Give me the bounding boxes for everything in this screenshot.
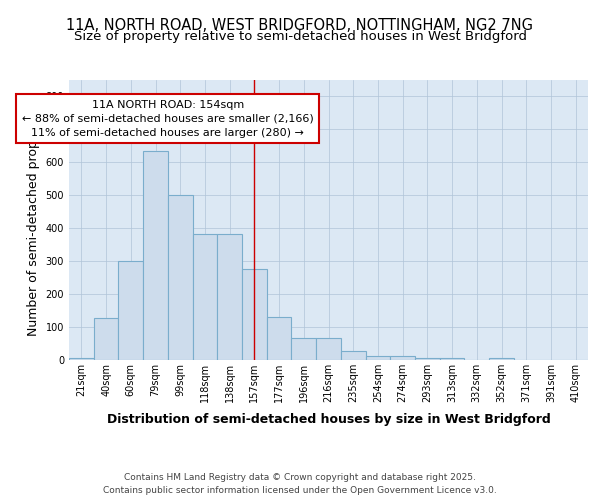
Bar	[69, 358, 94, 360]
Text: Size of property relative to semi-detached houses in West Bridgford: Size of property relative to semi-detach…	[74, 30, 527, 43]
Bar	[390, 356, 415, 360]
Bar	[217, 234, 242, 360]
Bar	[118, 260, 143, 360]
Text: Distribution of semi-detached houses by size in West Bridgford: Distribution of semi-detached houses by …	[107, 412, 551, 426]
Bar	[193, 234, 217, 360]
Bar	[316, 338, 341, 360]
Bar	[489, 358, 514, 360]
Bar	[365, 356, 390, 360]
Bar	[242, 270, 267, 360]
Bar	[440, 358, 464, 360]
Y-axis label: Number of semi-detached properties: Number of semi-detached properties	[27, 104, 40, 336]
Bar	[292, 338, 316, 360]
Bar	[341, 351, 365, 360]
Bar	[143, 151, 168, 360]
Text: 11A NORTH ROAD: 154sqm
← 88% of semi-detached houses are smaller (2,166)
11% of : 11A NORTH ROAD: 154sqm ← 88% of semi-det…	[22, 100, 314, 138]
Text: Contains HM Land Registry data © Crown copyright and database right 2025.
Contai: Contains HM Land Registry data © Crown c…	[103, 473, 497, 495]
Text: 11A, NORTH ROAD, WEST BRIDGFORD, NOTTINGHAM, NG2 7NG: 11A, NORTH ROAD, WEST BRIDGFORD, NOTTING…	[67, 18, 533, 32]
Bar	[415, 358, 440, 360]
Bar	[168, 196, 193, 360]
Bar	[94, 318, 118, 360]
Bar	[267, 317, 292, 360]
